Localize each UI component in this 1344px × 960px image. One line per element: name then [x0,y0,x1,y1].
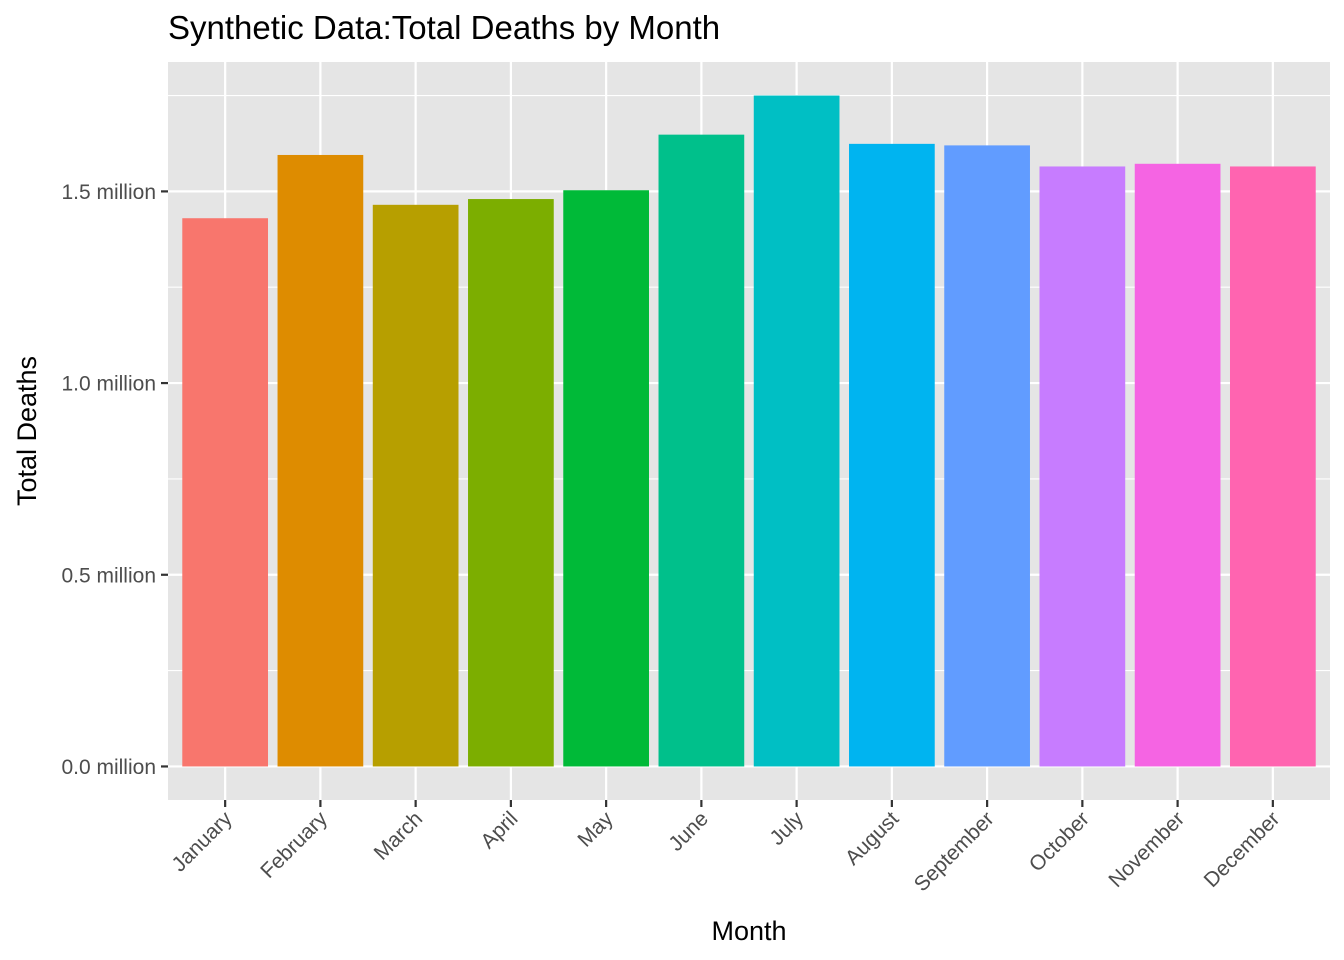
bar-june [658,134,745,767]
bar-february [277,154,364,767]
bar-november [1134,163,1221,767]
x-tick-label: May [573,807,618,852]
y-tick-label: 0.5 million [61,564,156,587]
bar-december [1229,166,1316,767]
x-tick-label: August [841,807,904,870]
y-axis-title: Total Deaths [12,356,42,506]
y-tick-label: 1.5 million [61,181,156,204]
bar-april [468,199,554,767]
bar-january [182,218,269,767]
x-tick-label: July [765,807,808,850]
bars [182,95,1316,767]
x-axis: January February March April May June July Augu… [168,800,1285,896]
x-tick-label: October [1025,807,1094,876]
bar-august [849,143,935,767]
x-tick-label: January [168,807,237,876]
x-tick-label: September [910,807,999,896]
x-tick-label: February [256,807,332,883]
x-tick-label: March [370,807,428,865]
bar-september [944,145,1030,767]
x-tick-label: December [1200,807,1285,892]
x-axis-title: Month [711,916,786,946]
x-tick-label: June [664,807,712,855]
bar-march [372,204,459,767]
bar-october [1039,166,1126,767]
y-tick-label: 0.0 million [61,756,156,779]
bar-may [563,190,649,767]
x-tick-label: November [1104,807,1189,892]
y-axis: 0.0 million 0.5 million 1.0 million 1.5 mil… [61,181,168,779]
bar-july [753,95,840,767]
chart-title: Synthetic Data:Total Deaths by Month [168,9,720,46]
y-tick-label: 1.0 million [61,373,156,396]
x-tick-label: April [476,807,522,853]
